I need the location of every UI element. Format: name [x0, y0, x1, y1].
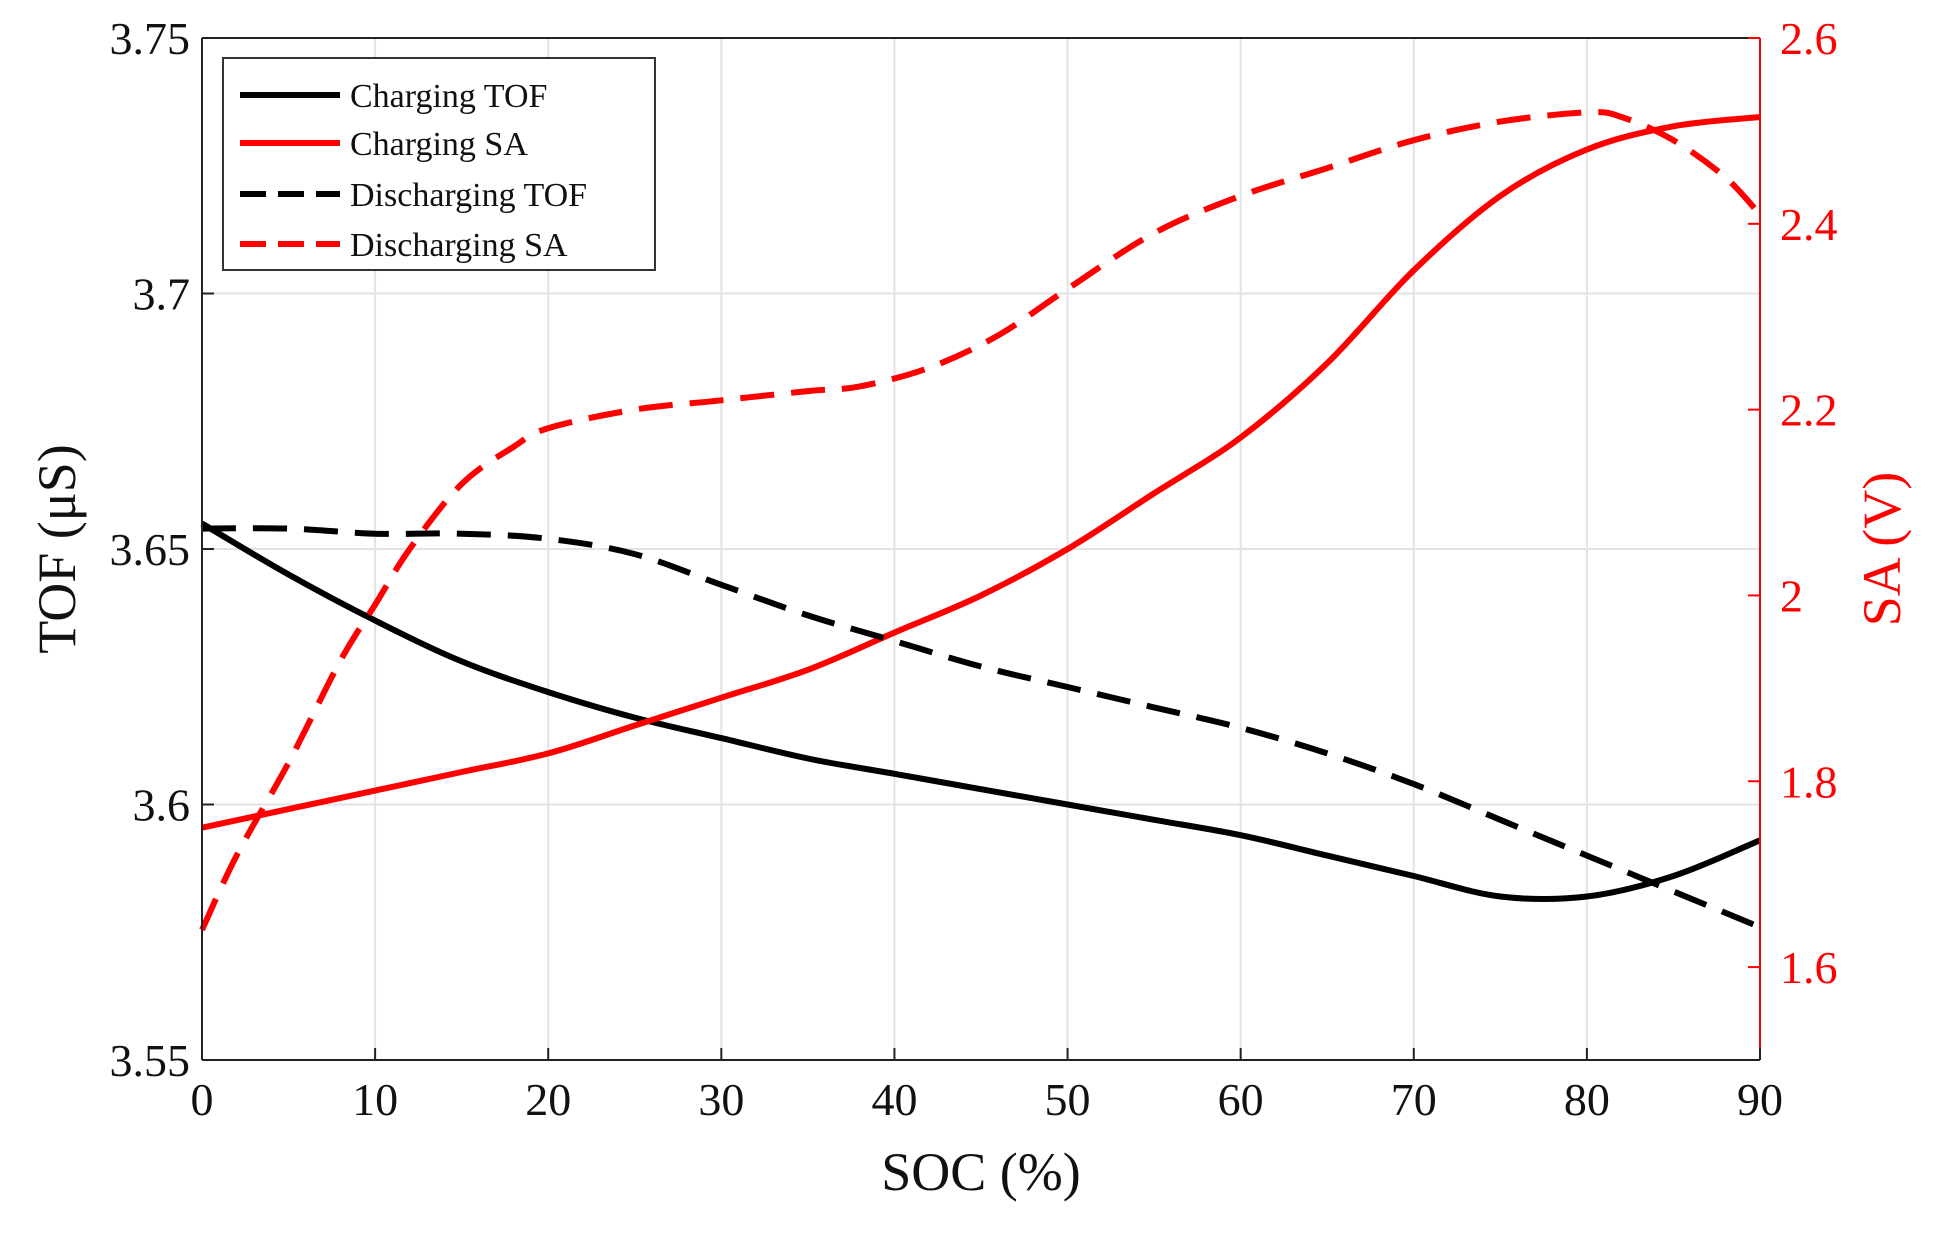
x-tick-label: 90	[1737, 1074, 1783, 1125]
y-right-tick-label: 1.6	[1780, 942, 1838, 993]
y-left-tick-label: 3.6	[133, 780, 191, 831]
series-layer	[199, 109, 1763, 932]
ticks: 0 10 20 30 40 50 60 70 80 90 3.55 3.6 3.65 3.7 3.75 1.6…	[110, 13, 1838, 1125]
legend: Charging TOF Charging SA Discharging TOF…	[222, 57, 656, 271]
y-left-tick-label: 3.75	[110, 13, 191, 64]
legend-label-charging-sa: Charging SA	[350, 126, 528, 163]
legend-label-charging-tof: Charging TOF	[350, 78, 547, 115]
y-left-tick-label: 3.7	[133, 269, 191, 320]
y-left-axis-title: TOF (μS)	[27, 444, 87, 654]
x-tick-label: 10	[352, 1074, 398, 1125]
x-tick-label: 40	[871, 1074, 917, 1125]
x-tick-label: 80	[1564, 1074, 1610, 1125]
y-right-axis-title: SA (V)	[1852, 472, 1912, 627]
legend-label-discharging-sa: Discharging SA	[350, 227, 568, 264]
y-right-tick-label: 2.4	[1780, 199, 1838, 250]
x-tick-label: 20	[525, 1074, 571, 1125]
legend-label-discharging-tof: Discharging TOF	[350, 177, 587, 214]
y-right-tick-label: 2	[1780, 570, 1803, 621]
y-left-tick-label: 3.65	[110, 524, 191, 575]
series-discharging-sa	[199, 109, 1763, 932]
x-tick-label: 50	[1045, 1074, 1091, 1125]
y-left-tick-label: 3.55	[110, 1035, 191, 1086]
y-right-tick-label: 1.8	[1780, 756, 1838, 807]
series-charging-tof	[200, 520, 1762, 903]
y-right-tick-label: 2.2	[1780, 385, 1838, 436]
series-discharging-tof	[201, 525, 1762, 930]
series-charging-sa	[201, 114, 1761, 831]
x-tick-label: 0	[191, 1074, 214, 1125]
x-tick-label: 30	[698, 1074, 744, 1125]
x-axis-title: SOC (%)	[881, 1142, 1081, 1202]
x-tick-label: 70	[1391, 1074, 1437, 1125]
x-tick-label: 60	[1218, 1074, 1264, 1125]
y-right-tick-label: 2.6	[1780, 13, 1838, 64]
